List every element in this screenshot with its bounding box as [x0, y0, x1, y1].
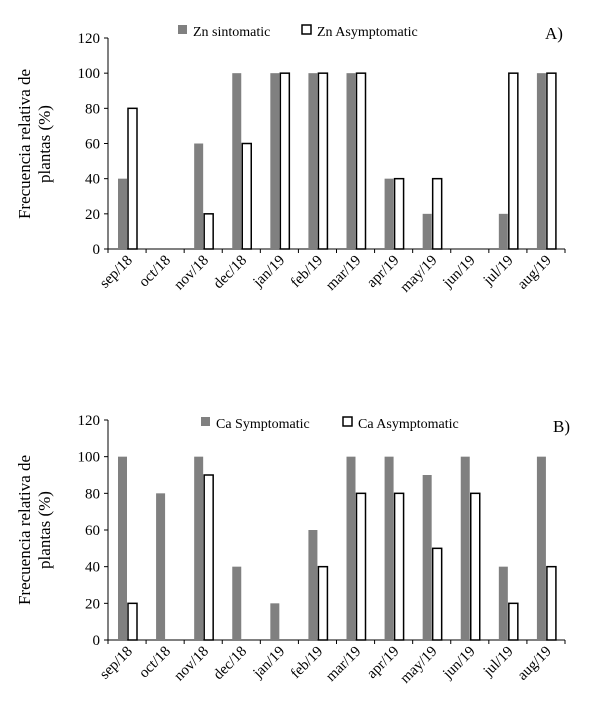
panel-b-y-tick-label: 120 — [78, 413, 101, 429]
panel-b-bar-symptomatic — [346, 456, 356, 640]
panel-b-label: B) — [553, 417, 570, 436]
panel-a-bar-symptomatic — [270, 73, 280, 250]
panel-b-y-tick-label: 60 — [85, 523, 100, 539]
panel-b-bar-symptomatic — [118, 456, 127, 640]
panel-b-x-tick-label: apr/19 — [364, 644, 402, 682]
panel-b-y-axis-title-line2: plantas (%) — [35, 491, 54, 569]
panel-b-bar-asymptomatic — [393, 492, 405, 641]
panel-b-y-axis-title-line1: Frecuencia relativa de — [15, 455, 34, 605]
panel-a-bar-symptomatic — [498, 213, 508, 249]
panel-a-bar-asymptomatic — [508, 72, 519, 250]
panel-a-legend-label: Zn sintomatic — [193, 25, 270, 40]
panel-a-legend-swatch — [178, 25, 187, 34]
panel-a-bar-asymptomatic — [431, 177, 443, 250]
panel-a-x-tick-label: sep/18 — [97, 253, 136, 292]
panel-b-x-tick-label: dec/18 — [211, 644, 251, 684]
panel-b-bar-symptomatic — [460, 456, 470, 640]
panel-a-y-tick-label: 20 — [85, 207, 100, 223]
panel-b-bar-asymptomatic — [127, 602, 138, 641]
panel-b-bar-asymptomatic — [317, 565, 329, 641]
panel-b-bar-asymptomatic — [470, 492, 481, 641]
panel-a-bar-symptomatic — [232, 73, 242, 250]
panel-a-x-tick-label: aug/19 — [515, 253, 555, 293]
panel-a-bar-asymptomatic — [279, 72, 291, 250]
panel-a-bar-asymptomatic — [393, 177, 405, 250]
panel-a-y-axis-title-line2: plantas (%) — [35, 105, 54, 183]
panel-b-bar-symptomatic — [498, 566, 508, 640]
panel-b-x-tick-label: nov/18 — [171, 644, 212, 685]
panel-b-x-tick-label: feb/19 — [288, 644, 326, 682]
panel-b-bar-asymptomatic — [355, 492, 367, 641]
panel-a-bar-asymptomatic — [127, 107, 138, 250]
panel-a-x-tick-label: apr/19 — [364, 253, 402, 291]
panel-b-legend-swatch — [201, 417, 210, 426]
panel-b-bar-asymptomatic — [508, 602, 519, 641]
panel-b-bar-symptomatic — [270, 603, 280, 640]
panel-b-x-tick-label: jul/19 — [480, 644, 517, 681]
panel-b-y-tick-label: 20 — [85, 596, 100, 612]
panel-b-bar-asymptomatic — [431, 547, 443, 641]
panel-a-bar-asymptomatic — [317, 72, 329, 250]
panel-a-bar-symptomatic — [346, 73, 356, 250]
panel-a-legend-swatch — [301, 24, 312, 35]
panel-b-bar-symptomatic — [232, 566, 242, 640]
panel-a-x-tick-label: feb/19 — [288, 253, 326, 291]
panel-b-x-tick-label: jan/19 — [250, 644, 289, 683]
panel-b-legend-label: Ca Asymptomatic — [358, 417, 459, 432]
panel-b-y-tick-label: 40 — [85, 560, 100, 576]
panel-a-bar-symptomatic — [422, 213, 432, 249]
panel-a-legend-label: Zn Asymptomatic — [317, 25, 418, 40]
panel-b-x-tick-label: oct/18 — [136, 644, 174, 682]
panel-a-y-tick-label: 40 — [85, 172, 100, 188]
panel-b-bar-symptomatic — [384, 456, 394, 640]
panel-a-y-tick-label: 0 — [93, 242, 101, 258]
panel-b-x-tick-label: may/19 — [397, 644, 440, 687]
panel-a-bar-asymptomatic — [355, 72, 367, 250]
panel-b-x-tick-label: mar/19 — [323, 644, 364, 685]
panel-a-bar-asymptomatic — [203, 213, 214, 250]
panel-a-bar-symptomatic — [308, 73, 318, 250]
panel-a-y-tick-label: 60 — [85, 137, 100, 153]
panel-b-bar-symptomatic — [422, 475, 432, 640]
panel-b-y-tick-label: 0 — [93, 633, 101, 649]
panel-a-y-tick-label: 80 — [85, 101, 100, 117]
panel-a-bar-symptomatic — [384, 178, 394, 249]
panel-a-bar-symptomatic — [194, 143, 204, 249]
panel-b-y-tick-label: 80 — [85, 486, 100, 502]
panel-a-x-tick-label: may/19 — [397, 253, 440, 296]
panel-a-x-tick-label: oct/18 — [136, 253, 174, 291]
panel-a-x-tick-label: jun/19 — [439, 253, 478, 292]
panel-b-legend-swatch — [342, 416, 353, 427]
panel-a-x-tick-label: nov/18 — [171, 253, 212, 294]
panel-b-bar-symptomatic — [156, 493, 166, 640]
panel-a-y-axis-title-line1: Frecuencia relativa de — [15, 69, 34, 219]
panel-a-y-tick-label: 120 — [78, 31, 101, 47]
panel-a-bar-symptomatic — [536, 73, 546, 250]
panel-b-x-tick-label: aug/19 — [515, 644, 555, 684]
panel-b-bar-asymptomatic — [203, 474, 214, 641]
panel-b-bar-symptomatic — [194, 456, 204, 640]
panel-a-label: A) — [545, 24, 563, 43]
panel-b-y-tick-label: 100 — [78, 450, 101, 466]
panel-b-bar-symptomatic — [308, 530, 318, 640]
panel-a-bar-symptomatic — [118, 178, 127, 249]
panel-a-x-tick-label: jan/19 — [250, 253, 289, 292]
panel-b-bar-asymptomatic — [546, 565, 557, 641]
panel-a-x-tick-label: mar/19 — [323, 253, 364, 294]
panel-a-y-tick-label: 100 — [78, 66, 101, 82]
panel-b-legend-label: Ca Symptomatic — [216, 417, 310, 432]
panel-a-bar-asymptomatic — [546, 72, 557, 250]
panel-a-x-tick-label: jul/19 — [480, 253, 517, 290]
panel-b-x-tick-label: jun/19 — [439, 644, 478, 683]
panel-a-x-tick-label: dec/18 — [211, 253, 251, 293]
panel-b-bar-symptomatic — [536, 456, 546, 640]
panel-a-bar-asymptomatic — [241, 142, 252, 250]
panel-b-x-tick-label: sep/18 — [97, 644, 136, 683]
